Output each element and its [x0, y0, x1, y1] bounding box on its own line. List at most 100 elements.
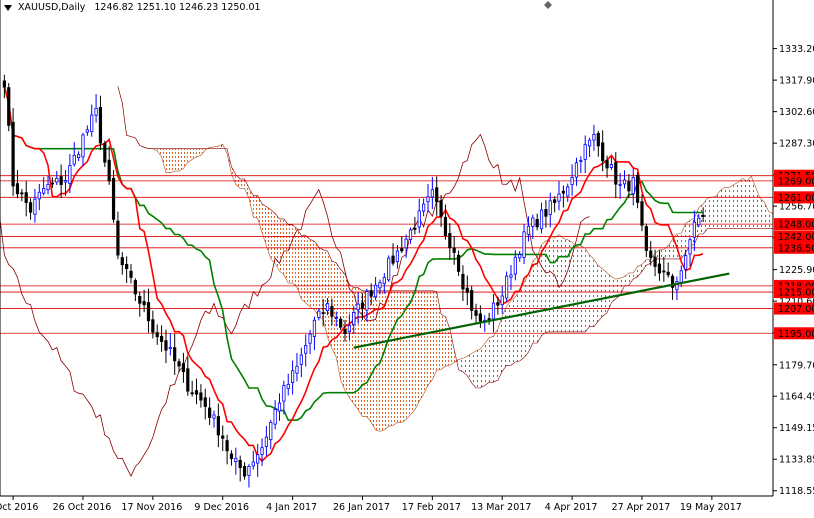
kumo-segment [489, 336, 494, 383]
candle [173, 333, 177, 375]
candle [430, 176, 434, 210]
candle [574, 157, 579, 186]
candle [548, 192, 552, 228]
kumo-segment [419, 290, 424, 402]
candle [72, 142, 76, 167]
level-tag-bg [774, 302, 814, 315]
candle [107, 146, 111, 185]
time-tick-label: 26 Jan 2017 [333, 502, 390, 513]
candle-body [548, 200, 552, 215]
candle [282, 380, 286, 415]
candle [120, 252, 124, 275]
kumo-segment [218, 144, 223, 149]
candle-body [317, 310, 321, 318]
kumo-segment [563, 238, 568, 332]
candle-body [557, 193, 561, 202]
kumo-segment [532, 257, 538, 344]
price-tick-label: 1287.30 [779, 139, 814, 150]
time-tick-label: 17 Feb 2017 [402, 502, 461, 513]
kumo-segment [397, 290, 402, 423]
candle-body [622, 179, 627, 185]
candle [675, 276, 679, 301]
price-tick-label: 1333.20 [779, 44, 814, 55]
kumo-segment [423, 290, 428, 395]
candle-body [553, 199, 557, 203]
candle [688, 237, 692, 267]
candle-body [518, 254, 522, 259]
symbol-dropdown-icon[interactable] [4, 4, 12, 11]
candle [526, 216, 531, 242]
candle-body [491, 302, 496, 320]
candle-body [299, 354, 303, 365]
kumo-segment [401, 290, 407, 423]
candle [155, 324, 159, 345]
candle-body [539, 209, 544, 230]
candle-body [526, 225, 531, 235]
kijun-sen [3, 86, 704, 422]
candle-body [636, 174, 640, 203]
candle-body [68, 165, 72, 184]
candle-body [579, 160, 583, 162]
kumo-segment [179, 148, 184, 172]
time-tick-label: 27 Apr 2017 [612, 502, 671, 513]
kumo-segment [458, 358, 463, 372]
candle [601, 130, 605, 172]
candle [443, 204, 448, 240]
candle [605, 155, 609, 178]
candle [352, 305, 356, 334]
candle [391, 243, 395, 266]
candle-body [11, 121, 15, 187]
level-tag-label: 1236.50 [778, 243, 814, 254]
kumo-segment [720, 187, 725, 229]
price-tick-label: 1179.70 [779, 360, 814, 371]
kumo-segment [318, 247, 324, 320]
candle [640, 194, 644, 232]
candle [111, 169, 116, 223]
kumo-segment [462, 356, 468, 376]
candle-body [229, 453, 234, 460]
candle-body [570, 177, 574, 186]
kumo-segment [554, 234, 559, 332]
candle-body [20, 192, 24, 195]
candle-body [583, 144, 587, 160]
candle [317, 308, 321, 321]
candle [387, 255, 391, 282]
candle [181, 352, 186, 383]
kumo-segment [738, 178, 743, 229]
candle [426, 184, 430, 213]
candle-body [343, 329, 347, 335]
kumo-segment [279, 218, 284, 275]
candle-body [138, 296, 142, 304]
level-tag-label: 1207.00 [778, 304, 814, 315]
candle [413, 217, 417, 235]
candle-body [382, 277, 386, 285]
candle-body [247, 466, 251, 476]
candle-body [98, 106, 103, 144]
level-tag-label: 1248.00 [778, 220, 814, 231]
kumo-segment [545, 238, 551, 333]
candle [701, 207, 705, 223]
candle-body [614, 161, 618, 185]
kumo-segment [327, 251, 332, 349]
level-price-tag: 1215.00 [774, 286, 814, 299]
candle-body [470, 290, 474, 311]
kumo-segment [253, 195, 258, 219]
kumo-segment [406, 290, 411, 420]
kumo-segment [157, 148, 162, 157]
time-tick-label: 4 Apr 2017 [545, 502, 598, 513]
shift-marker-icon [544, 1, 552, 9]
candle [251, 450, 255, 470]
kumo-segment [388, 290, 394, 427]
time-tick-label: 4 Oct 2016 [0, 502, 38, 513]
kumo-segment [637, 264, 642, 277]
candle-body [42, 188, 46, 194]
candle-body [535, 219, 539, 228]
candle [308, 329, 312, 355]
candle [339, 316, 343, 330]
candle-body [251, 461, 255, 467]
candle-body [194, 390, 199, 395]
candle-body [173, 347, 177, 362]
